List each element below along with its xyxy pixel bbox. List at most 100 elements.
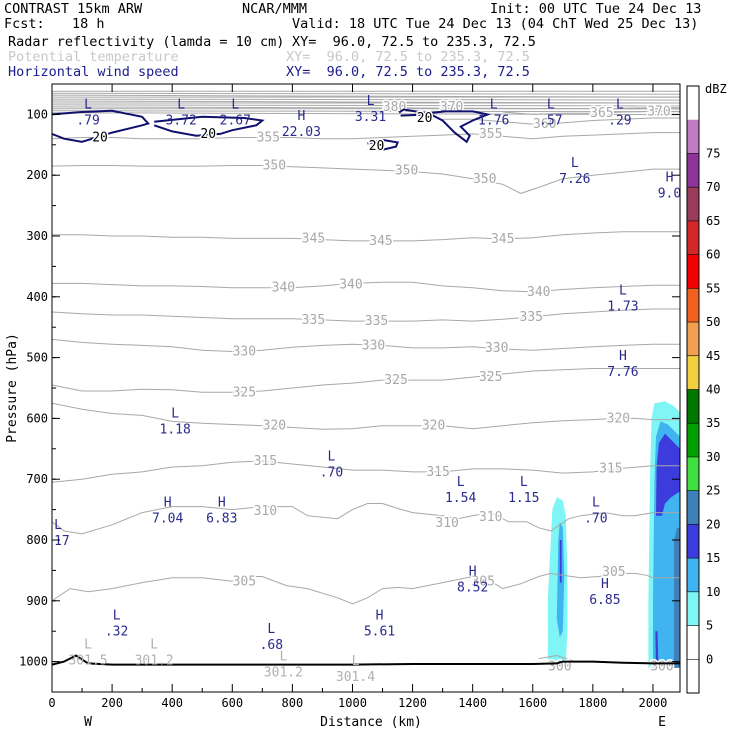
forecast-hour: 18 h [72, 16, 105, 32]
y-tick-label-1: 200 [26, 168, 48, 182]
wind-extremum-value-9: 9.0 [658, 187, 681, 202]
wind-extremum-value-21: 6.85 [589, 593, 620, 608]
wind-extremum-value-24: .68 [260, 638, 283, 653]
theta-contour-335-7 [52, 308, 680, 322]
theta-label-10: 320 [422, 419, 445, 434]
colorbar-unit: dBZ [705, 82, 727, 96]
theta-label-21: 340 [272, 281, 295, 296]
theta-label-19: 335 [365, 314, 388, 329]
wind-extremum-mark-16: L [592, 495, 600, 510]
wind-contour-1 [153, 115, 265, 137]
theta-contour-345-9 [52, 231, 680, 242]
field-wind-xy: XY= 96.0, 72.5 to 235.3, 72.5 [286, 64, 530, 80]
colorbar-swatch-5 [687, 254, 699, 289]
theta-label-0: 305 [233, 574, 256, 589]
wind-extremum-value-17: 7.04 [152, 511, 183, 526]
wind-extremum-mark-3: H [297, 109, 305, 124]
theta-contour-340-8 [52, 281, 680, 293]
theta-label-26: 345 [491, 232, 514, 247]
theta-contour-360-12 [442, 117, 680, 125]
field-theta-xy: XY= 96.0, 72.5 to 235.3, 72.5 [286, 49, 530, 65]
theta-label-18: 335 [302, 313, 325, 328]
wind-extremum-mark-8: L [571, 156, 579, 171]
wind-extremum-mark-11: H [619, 349, 627, 364]
wind-extremum-value-1: 3.72 [166, 114, 197, 129]
wind-extremum-mark-7: L [616, 98, 624, 113]
theta-label-2: 305 [602, 565, 625, 580]
colorbar-label-11: 55 [706, 281, 720, 295]
y-tick-label-8: 900 [26, 594, 48, 608]
colorbar-label-13: 65 [706, 214, 720, 228]
x-tick-label-4: 800 [282, 696, 304, 710]
colorbar-label-5: 25 [706, 484, 720, 498]
wind-extremum-value-7: .29 [608, 114, 631, 129]
theta-dense-line-10 [52, 110, 680, 113]
colorbar-label-0: 0 [706, 652, 713, 666]
terrain-line [52, 654, 680, 666]
colorbar-swatch-15 [687, 591, 699, 626]
x-tick-label-1: 200 [101, 696, 123, 710]
theta-contour-365-13 [502, 110, 680, 115]
wind-extremum-mark-2: L [231, 98, 239, 113]
y-tick-label-7: 800 [26, 533, 48, 547]
colorbar-swatch-13 [687, 524, 699, 559]
theta-label-6: 315 [254, 454, 277, 469]
theta-label-33: 365 [590, 106, 613, 121]
theta-label-5: 310 [479, 510, 502, 525]
theta-label-38: 300 [650, 659, 673, 674]
wind-extremum-mark-12: L [171, 407, 179, 422]
colorbar-label-8: 40 [706, 383, 720, 397]
reflectivity-area-6 [674, 527, 680, 668]
wind-extremum-value-8: 7.26 [559, 172, 590, 187]
y-tick-label-4: 500 [26, 351, 48, 365]
colorbar-swatch-7 [687, 322, 699, 356]
wind-extremum-mark-6: L [547, 98, 555, 113]
theta-contour-315-3 [52, 460, 680, 483]
colorbar-swatch-9 [687, 389, 699, 424]
theta-label-1: 305 [471, 574, 494, 589]
x-tick-label-2: 400 [161, 696, 183, 710]
init-time: Init: 00 UTC Tue 24 Dec 13 [490, 1, 702, 17]
wind-extremum-mark-13: L [328, 450, 336, 465]
theta-label-24: 345 [302, 231, 325, 246]
theta-label-30: 355 [257, 131, 280, 146]
theta-label-9: 320 [263, 419, 286, 434]
wind-extremum-mark-1: L [177, 98, 185, 113]
colorbar-label-12: 60 [706, 248, 720, 262]
wind-contour-2 [367, 138, 399, 151]
x-tick-label-8: 1600 [518, 696, 547, 710]
colorbar-swatch-3 [687, 187, 699, 221]
wind-label-2: 20 [369, 139, 385, 154]
colorbar-swatch-1 [687, 119, 699, 154]
wind-extremum-value-6: .57 [539, 114, 562, 129]
wind-extremum-value-14: 1.54 [445, 491, 476, 506]
wind-extremum-value-5: 1.76 [478, 114, 509, 129]
wind-extremum-mark-9: H [666, 171, 674, 186]
theta-label-13: 325 [384, 373, 407, 388]
reflectivity-area-5 [656, 433, 680, 516]
wind-extremum-value-23: 5.61 [364, 624, 395, 639]
theta-label-8: 315 [599, 461, 622, 476]
theta-min-value-3: 301.4 [336, 670, 375, 685]
theta-min-value-0: 301.5 [68, 654, 107, 669]
colorbar-label-9: 45 [706, 349, 720, 363]
wind-extremum-mark-4: L [367, 94, 375, 109]
wind-extremum-mark-22: L [113, 608, 121, 623]
theta-contour-320-4 [52, 402, 680, 430]
theta-contour-300-0 [538, 654, 575, 663]
wind-extremum-value-18: 6.83 [206, 511, 237, 526]
theta-label-11: 320 [607, 411, 630, 426]
field-wind-name: Horizontal wind speed [8, 64, 179, 80]
theta-label-34: 370 [647, 104, 670, 119]
colorbar-swatch-0 [687, 86, 699, 120]
theta-label-36: 370 [440, 100, 463, 115]
theta-label-7: 315 [426, 465, 449, 480]
colorbar-swatch-17 [687, 659, 699, 693]
theta-label-27: 350 [263, 158, 286, 173]
wind-extremum-value-15: 1.15 [508, 491, 539, 506]
y-tick-label-3: 400 [26, 290, 48, 304]
y-tick-label-2: 300 [26, 229, 48, 243]
colorbar-label-10: 50 [706, 315, 720, 329]
